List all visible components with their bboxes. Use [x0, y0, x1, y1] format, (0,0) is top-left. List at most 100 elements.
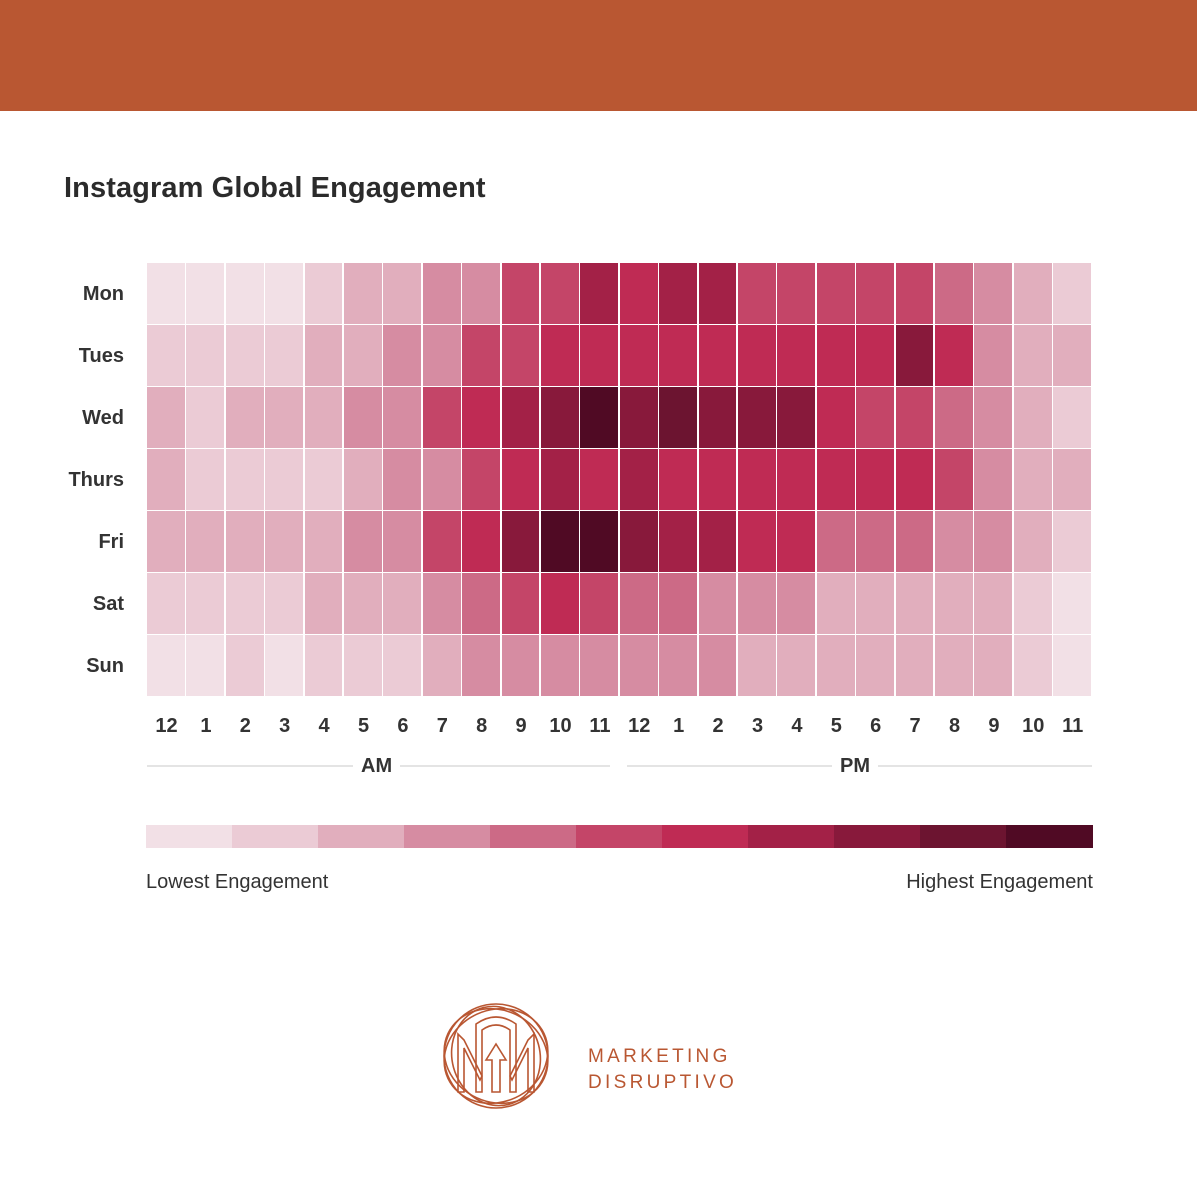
heatmap-cell: [698, 387, 737, 448]
heatmap-cell: [462, 573, 501, 634]
heatmap-cell: [304, 263, 343, 324]
hour-label: 11: [1062, 715, 1084, 737]
hour-label: 12: [155, 715, 178, 737]
heatmap-cell: [895, 387, 934, 448]
heatmap-cell: [698, 635, 737, 696]
heatmap-cell: [265, 387, 304, 448]
heatmap-cell: [856, 449, 895, 510]
heatmap-cell: [383, 449, 422, 510]
heatmap-cell: [186, 387, 225, 448]
heatmap-cell: [344, 511, 382, 572]
legend-max-label: Highest Engagement: [906, 871, 1093, 893]
heatmap-cell: [619, 449, 658, 510]
heatmap-cell: [580, 325, 619, 386]
heatmap-cell: [1053, 325, 1092, 386]
hour-label: 10: [549, 715, 572, 737]
heatmap-cell: [659, 635, 698, 696]
heatmap-cell: [974, 325, 1013, 386]
heatmap-cell: [541, 573, 579, 634]
heatmap-cell: [974, 573, 1013, 634]
hour-label: 4: [318, 715, 330, 737]
heatmap-cell: [777, 325, 816, 386]
hour-label: 4: [791, 715, 803, 737]
heatmap-cell: [186, 635, 225, 696]
hour-label: 1: [200, 715, 212, 737]
marketing-disruptivo-logo-icon: [443, 1003, 549, 1109]
heatmap-cell: [344, 325, 382, 386]
heatmap-cell: [225, 635, 264, 696]
heatmap-cell: [738, 635, 776, 696]
heatmap-cell: [580, 635, 619, 696]
heatmap-cell: [462, 511, 501, 572]
heatmap-cell: [501, 449, 540, 510]
heatmap-cell: [935, 511, 973, 572]
heatmap-cell: [422, 325, 461, 386]
heatmap-cell: [462, 449, 501, 510]
heatmap-cell: [541, 263, 579, 324]
heatmap-cell: [501, 511, 540, 572]
heatmap-cell: [738, 325, 776, 386]
heatmap-cell: [935, 573, 973, 634]
heatmap-cell: [659, 325, 698, 386]
heatmap-cell: [422, 387, 461, 448]
heatmap-cell: [462, 387, 501, 448]
heatmap-cell: [225, 387, 264, 448]
legend-swatch: [1006, 825, 1093, 848]
legend-swatch: [834, 825, 921, 848]
heatmap-cell: [777, 511, 816, 572]
heatmap-cell: [147, 511, 185, 572]
heatmap-cell: [698, 449, 737, 510]
heatmap-cell: [935, 263, 973, 324]
heatmap-cell: [698, 325, 737, 386]
legend-swatch: [920, 825, 1007, 848]
heatmap-cell: [619, 511, 658, 572]
heatmap-cell: [344, 635, 382, 696]
heatmap-cell: [698, 511, 737, 572]
heatmap-cell: [265, 263, 304, 324]
heatmap-cell: [738, 573, 776, 634]
heatmap-cell: [895, 263, 934, 324]
legend-swatch: [404, 825, 491, 848]
heatmap-cell: [895, 449, 934, 510]
heatmap-cell: [974, 387, 1013, 448]
heatmap-cell: [344, 573, 382, 634]
legend-swatch: [748, 825, 835, 848]
heatmap-cell: [186, 263, 225, 324]
heatmap-cell: [541, 387, 579, 448]
heatmap-cell: [225, 325, 264, 386]
heatmap-cell: [1013, 511, 1052, 572]
heatmap-cell: [659, 573, 698, 634]
heatmap-cell: [619, 325, 658, 386]
top-bar: [0, 0, 1197, 111]
heatmap-cell: [344, 263, 382, 324]
heatmap-cell: [422, 573, 461, 634]
heatmap-cell: [422, 511, 461, 572]
legend-swatch: [318, 825, 405, 848]
heatmap-cell: [580, 263, 619, 324]
heatmap-cell: [541, 635, 579, 696]
day-label: Fri: [98, 531, 124, 553]
heatmap-cell: [147, 573, 185, 634]
heatmap-cell: [935, 635, 973, 696]
heatmap-cell: [501, 387, 540, 448]
heatmap-cell: [738, 387, 776, 448]
heatmap-cell: [304, 635, 343, 696]
heatmap-cell: [501, 573, 540, 634]
heatmap-cell: [225, 573, 264, 634]
heatmap-cell: [462, 325, 501, 386]
legend-swatch: [662, 825, 749, 848]
heatmap-cell: [856, 325, 895, 386]
heatmap-cell: [856, 573, 895, 634]
heatmap-cell: [816, 635, 855, 696]
heatmap-cell: [659, 511, 698, 572]
heatmap-cell: [856, 635, 895, 696]
brand-name-line1: MARKETING: [588, 1046, 731, 1067]
heatmap-cell: [304, 511, 343, 572]
heatmap-cell: [462, 635, 501, 696]
heatmap-cell: [1013, 449, 1052, 510]
heatmap-cell: [304, 449, 343, 510]
heatmap-cell: [304, 573, 343, 634]
heatmap-cell: [777, 635, 816, 696]
heatmap-cell: [895, 511, 934, 572]
heatmap-cell: [935, 325, 973, 386]
